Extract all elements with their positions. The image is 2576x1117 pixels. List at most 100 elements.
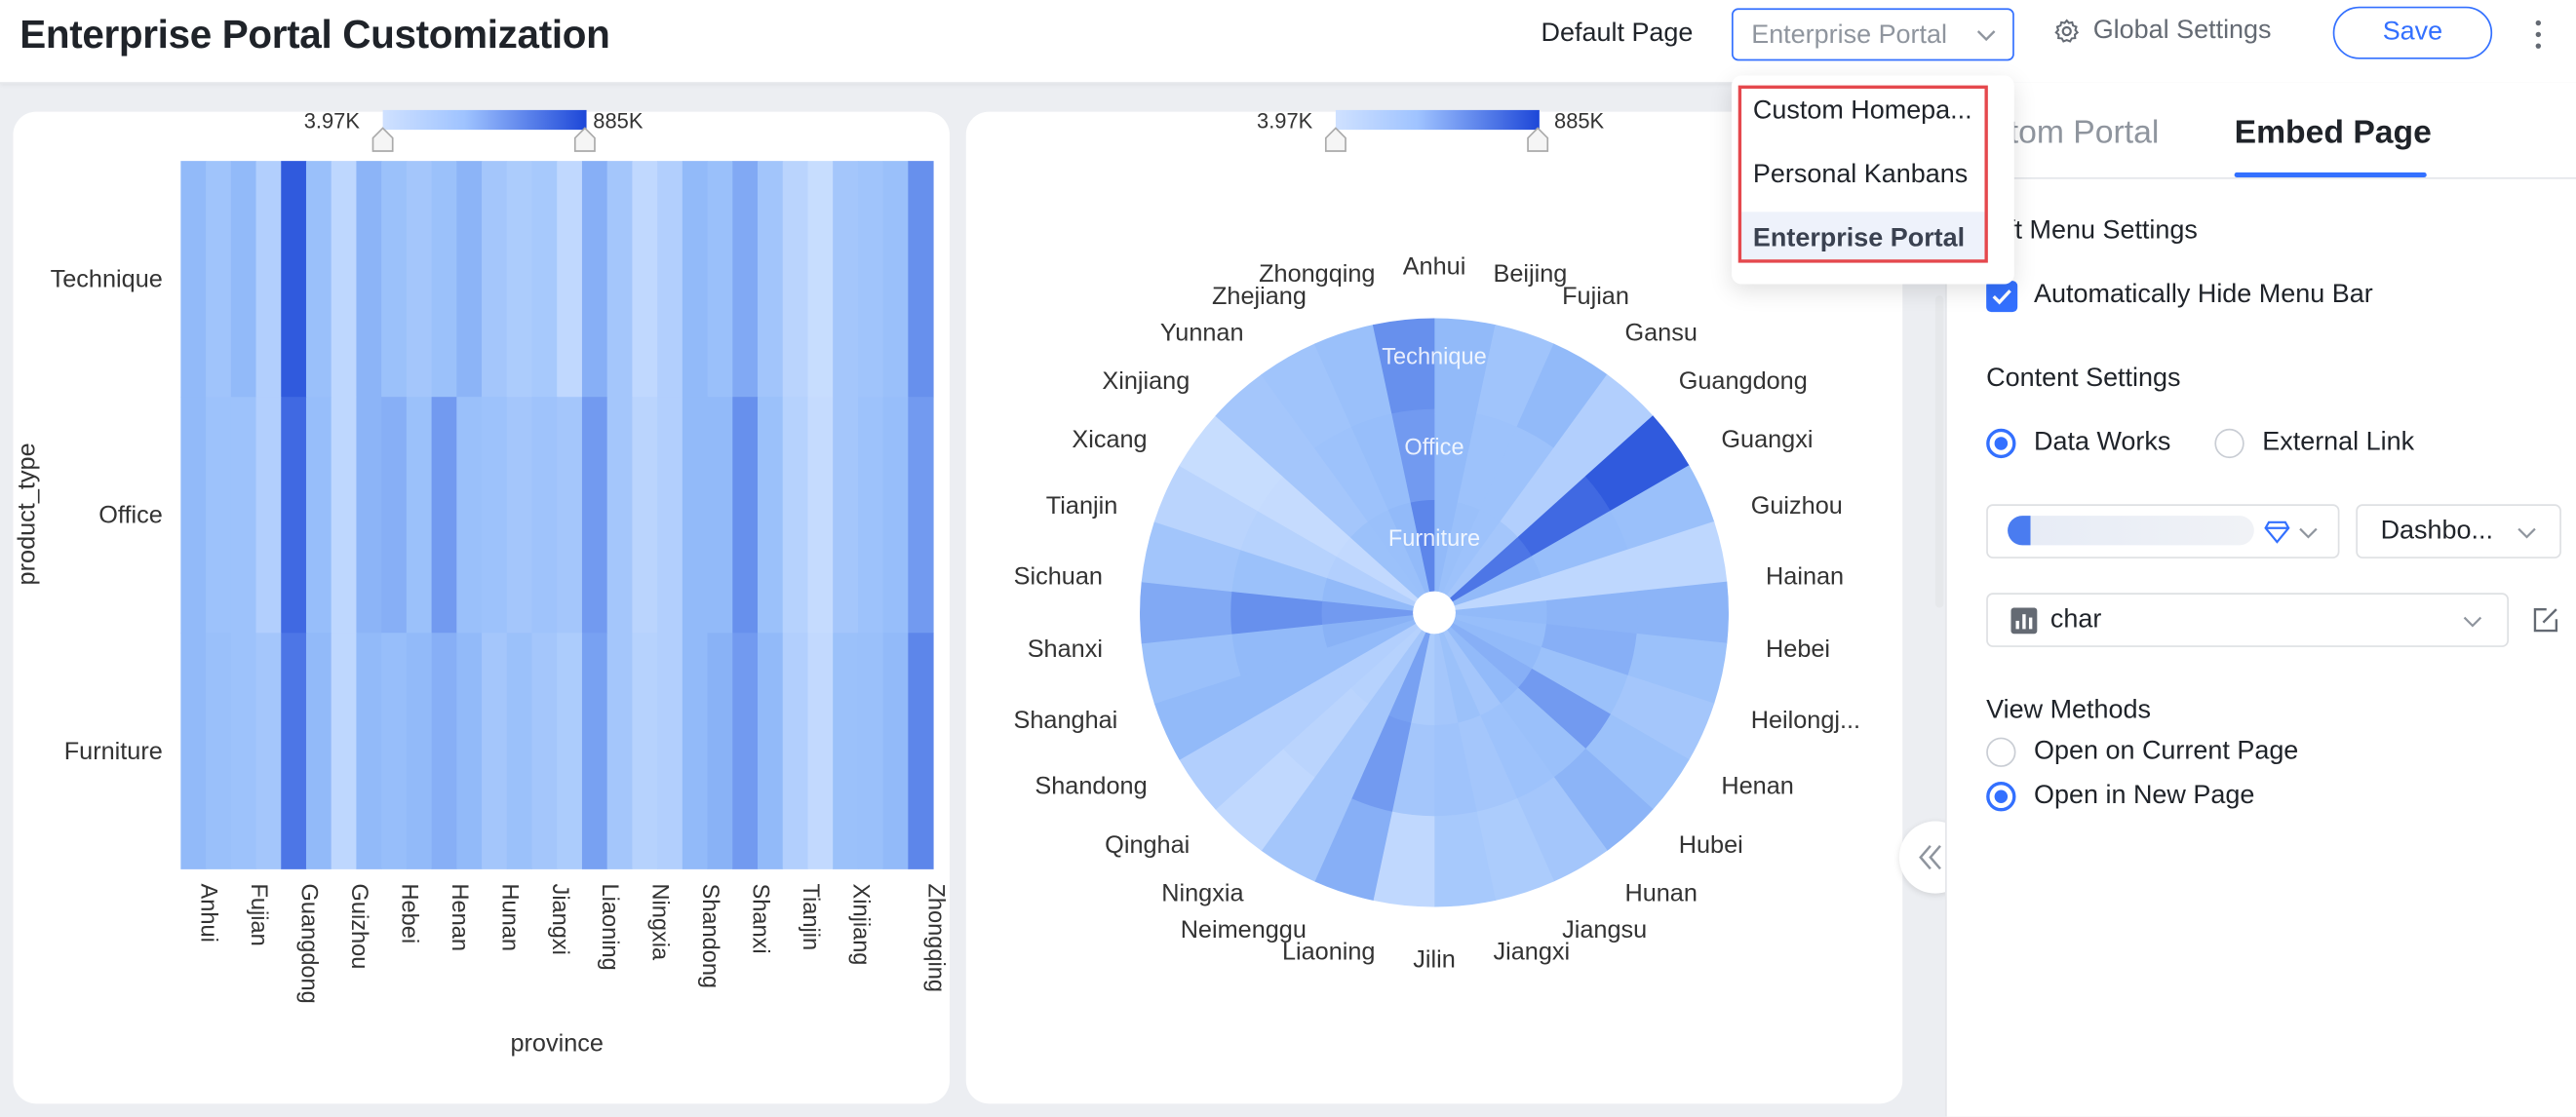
heatmap-legend[interactable]: 3.97K 885K — [304, 108, 666, 137]
heatmap-cell[interactable] — [682, 397, 709, 634]
heatmap-cell[interactable] — [431, 397, 457, 634]
heatmap-cell[interactable] — [356, 397, 382, 634]
heatmap-cell[interactable] — [632, 397, 658, 634]
dropdown-option-personal-kanbans[interactable]: Personal Kanbans — [1752, 161, 1969, 189]
heatmap-cell[interactable] — [506, 633, 533, 869]
save-button[interactable]: Save — [2332, 6, 2493, 59]
tab-custom-portal[interactable]: stom Portal — [1992, 114, 2160, 152]
heatmap-cell[interactable] — [782, 161, 808, 398]
heatmap-cell[interactable] — [882, 161, 909, 398]
heatmap-cell[interactable] — [833, 161, 859, 398]
heatmap-cell[interactable] — [456, 161, 483, 398]
heatmap-cell[interactable] — [305, 633, 332, 869]
heatmap-cell[interactable] — [356, 633, 382, 869]
legend-handle[interactable] — [1527, 127, 1549, 152]
heatmap-cell[interactable] — [506, 397, 533, 634]
heatmap-cell[interactable] — [305, 397, 332, 634]
heatmap-cell[interactable] — [606, 633, 633, 869]
legend-handle[interactable] — [371, 127, 394, 152]
heatmap-cell[interactable] — [908, 161, 934, 398]
type-select[interactable]: Dashbo... — [2356, 504, 2561, 558]
dropdown-option-custom-homepage[interactable]: Custom Homepa... — [1752, 96, 1972, 126]
heatmap-cell[interactable] — [456, 633, 483, 869]
heatmap-cell[interactable] — [833, 633, 859, 869]
radio-external-link[interactable] — [2214, 428, 2244, 459]
chart-select[interactable]: char — [1986, 593, 2509, 647]
heatmap-cell[interactable] — [255, 633, 282, 869]
heatmap-cell[interactable] — [331, 161, 357, 398]
heatmap-cell[interactable] — [782, 633, 808, 869]
heatmap-cell[interactable] — [381, 397, 408, 634]
heatmap-cell[interactable] — [482, 161, 508, 398]
radio-open-new-page[interactable] — [1986, 782, 2016, 812]
legend-handle[interactable] — [573, 127, 596, 152]
heatmap-cell[interactable] — [857, 161, 884, 398]
heatmap-cell[interactable] — [581, 397, 608, 634]
heatmap-cell[interactable] — [807, 633, 834, 869]
heatmap-cell[interactable] — [531, 397, 558, 634]
heatmap-cell[interactable] — [557, 397, 583, 634]
heatmap-cell[interactable] — [431, 633, 457, 869]
heatmap-cell[interactable] — [557, 633, 583, 869]
heatmap-cell[interactable] — [255, 161, 282, 398]
heatmap-cell[interactable] — [456, 397, 483, 634]
heatmap-cell[interactable] — [857, 633, 884, 869]
heatmap-cell[interactable] — [682, 161, 709, 398]
heatmap-cell[interactable] — [657, 633, 683, 869]
more-options-icon[interactable] — [2533, 17, 2543, 53]
heatmap-cell[interactable] — [833, 397, 859, 634]
heatmap-cell[interactable] — [581, 633, 608, 869]
heatmap-cell[interactable] — [305, 161, 332, 398]
workspace-select[interactable] — [1986, 504, 2340, 558]
heatmap-cell[interactable] — [857, 397, 884, 634]
polar-legend[interactable]: 3.97K 885K — [1257, 108, 1619, 137]
heatmap-cell[interactable] — [682, 633, 709, 869]
heatmap-cell[interactable] — [180, 161, 207, 398]
heatmap-cell[interactable] — [180, 397, 207, 634]
auto-hide-checkbox[interactable] — [1986, 281, 2018, 313]
radio-open-current-page[interactable] — [1986, 737, 2016, 767]
heatmap-cell[interactable] — [482, 397, 508, 634]
heatmap-cell[interactable] — [807, 161, 834, 398]
heatmap-cell[interactable] — [206, 633, 232, 869]
heatmap-cell[interactable] — [506, 161, 533, 398]
heatmap-cell[interactable] — [632, 161, 658, 398]
heatmap-cell[interactable] — [657, 397, 683, 634]
tab-embed-page[interactable]: Embed Page — [2234, 114, 2432, 152]
heatmap-cell[interactable] — [908, 633, 934, 869]
heatmap-cell[interactable] — [381, 633, 408, 869]
heatmap-cell[interactable] — [381, 161, 408, 398]
heatmap-cell[interactable] — [606, 161, 633, 398]
heatmap-cell[interactable] — [281, 161, 307, 398]
edit-icon[interactable] — [2532, 606, 2560, 635]
heatmap-cell[interactable] — [707, 633, 733, 869]
heatmap-cell[interactable] — [230, 633, 257, 869]
heatmap-cell[interactable] — [406, 161, 433, 398]
heatmap-cell[interactable] — [707, 161, 733, 398]
heatmap-cell[interactable] — [406, 633, 433, 869]
heatmap-cell[interactable] — [732, 633, 759, 869]
heatmap-cell[interactable] — [707, 397, 733, 634]
polar-cell[interactable] — [1635, 581, 1729, 644]
heatmap-cell[interactable] — [356, 161, 382, 398]
heatmap-cell[interactable] — [531, 161, 558, 398]
heatmap-cell[interactable] — [758, 397, 784, 634]
heatmap-cell[interactable] — [908, 397, 934, 634]
heatmap-cell[interactable] — [782, 397, 808, 634]
heatmap-cell[interactable] — [206, 397, 232, 634]
heatmap-cell[interactable] — [331, 397, 357, 634]
dropdown-option-enterprise-portal[interactable]: Enterprise Portal — [1752, 224, 1966, 253]
heatmap-cell[interactable] — [581, 161, 608, 398]
heatmap-cell[interactable] — [230, 161, 257, 398]
heatmap-cell[interactable] — [732, 397, 759, 634]
heatmap-cell[interactable] — [482, 633, 508, 869]
heatmap-cell[interactable] — [281, 397, 307, 634]
heatmap-cell[interactable] — [758, 633, 784, 869]
heatmap-cell[interactable] — [657, 161, 683, 398]
scrollbar[interactable] — [1934, 295, 1944, 608]
heatmap-cell[interactable] — [732, 161, 759, 398]
heatmap-cell[interactable] — [807, 397, 834, 634]
heatmap-cell[interactable] — [230, 397, 257, 634]
heatmap-cell[interactable] — [882, 633, 909, 869]
heatmap-cell[interactable] — [531, 633, 558, 869]
